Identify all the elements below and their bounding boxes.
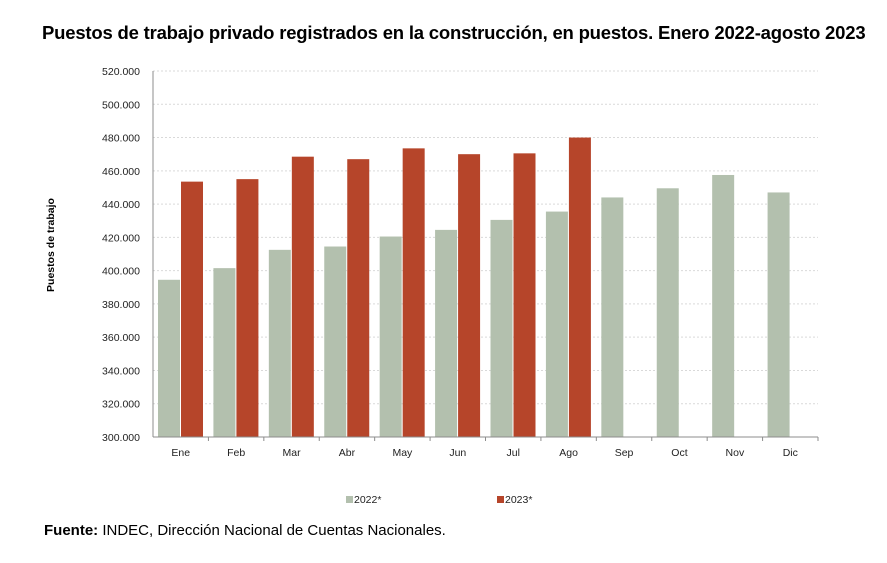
bar-2023-jul [513,153,536,437]
y-tick-label: 500.000 [102,99,140,111]
source-note: Fuente: INDEC, Dirección Nacional de Cue… [44,522,446,539]
y-tick-label: 320.000 [102,399,140,411]
y-tick-label: 440.000 [102,199,140,211]
x-tick-label: May [392,447,413,459]
bar-2023-may [402,148,425,438]
bar-2022-dic [767,192,790,437]
legend-label: 2023* [505,494,532,506]
source-label: Fuente: [44,522,99,539]
gridlines [153,70,818,405]
axes [152,71,818,438]
y-tick-label: 400.000 [102,266,140,278]
bar-2022-ene [158,279,180,437]
bar-2022-oct [656,188,679,437]
bar-2022-feb [213,268,236,437]
legend-swatch [497,496,504,503]
x-tick-label: Sep [615,447,634,459]
bar-2023-mar [291,156,314,437]
y-tick-label: 480.000 [102,133,140,145]
y-tick-label: 460.000 [102,166,140,178]
bar-2023-feb [236,179,259,438]
source-text: INDEC, Dirección Nacional de Cuentas Nac… [98,522,446,539]
bars [158,137,790,438]
y-tick-label: 380.000 [102,299,140,311]
legend: 2022* 2023* [346,494,532,506]
bar-2022-ago [545,211,568,437]
y-axis-label: Puestos de trabajo [45,198,57,292]
x-tick-label: Dic [783,447,798,459]
bar-2022-mar [268,249,291,437]
bar-2022-may [379,236,402,437]
y-tick-label: 420.000 [102,232,140,244]
legend-label: 2022* [354,494,381,506]
x-tick-label: Ago [559,447,578,459]
bar-2023-jun [458,154,481,437]
y-tick-label: 360.000 [102,332,140,344]
x-tick-label: Abr [339,447,356,459]
bar-2023-ene [181,181,203,437]
y-axis-ticks: 300.000 320.000 340.000 360.000 380.000 400.0… [102,66,140,444]
x-tick-label: Oct [671,447,687,459]
bar-2023-abr [347,159,370,437]
bar-2023-ago [568,137,591,437]
y-tick-label: 300.000 [102,432,140,444]
bar-2022-nov [712,174,735,437]
x-tick-label: Jul [506,447,519,459]
bar-2022-sep [601,197,624,437]
x-tick-label: Jun [449,447,466,459]
chart-title: Puestos de trabajo privado registrados e… [42,22,866,43]
y-tick-label: 520.000 [102,66,140,78]
bar-2022-abr [324,246,347,437]
x-axis-ticks: Ene Feb Mar Abr May Jun Jul Ago Sep Oct Nov Dic [171,437,819,459]
bar-2022-jun [435,229,458,437]
x-tick-label: Feb [227,447,245,459]
y-tick-label: 340.000 [102,365,140,377]
x-tick-label: Ene [171,447,190,459]
x-tick-label: Mar [282,447,301,459]
legend-swatch [346,496,353,503]
x-tick-label: Nov [726,447,745,459]
bar-2022-jul [490,219,513,437]
